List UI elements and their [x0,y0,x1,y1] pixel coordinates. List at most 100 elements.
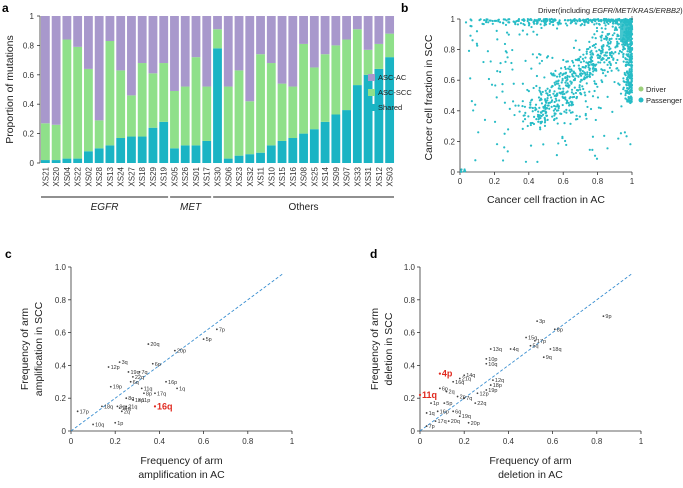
passenger-point [623,131,626,134]
passenger-point [542,20,546,23]
passenger-point [539,53,542,56]
passenger-point [581,69,584,73]
arm-point-20p [173,349,176,352]
passenger-point [545,56,549,59]
x-tick-label: 0.6 [547,437,559,446]
arm-label-16q: 16q [455,380,464,386]
passenger-point [545,107,549,110]
passenger-point [553,74,556,77]
passenger-point [594,37,597,40]
passenger-point [561,103,564,107]
passenger-point [551,56,554,59]
bar-ascscc-XS10 [266,63,276,146]
bar-ascscc-XS19 [159,63,169,122]
x-tick-label: XS05 [170,166,179,186]
x-axis-title: Frequency of arm [489,455,572,467]
passenger-point [486,18,489,21]
arm-label-8p: 8p [146,391,152,397]
passenger-point [557,142,560,145]
passenger-point [489,60,492,63]
passenger-point [624,43,627,46]
passenger-point [619,92,623,95]
x-tick-label: XS23 [235,166,244,186]
arm-label-2q: 2q [449,390,455,396]
passenger-point [555,80,558,83]
passenger-point [605,51,609,54]
passenger-point [586,105,589,109]
passenger-point [629,43,632,46]
x-tick-label: XS18 [138,166,147,186]
passenger-point [483,19,486,22]
bar-shared-XS04 [62,158,72,163]
arm-label-19q: 19q [130,370,139,376]
passenger-point [589,61,592,64]
passenger-point [493,19,497,22]
passenger-point [579,55,582,58]
passenger-point [506,56,509,59]
passenger-point [599,52,602,55]
arm-label-3q: 3q [122,360,128,366]
passenger-point [588,90,591,93]
arm-point-1q [176,387,178,390]
passenger-point [568,109,571,112]
passenger-point [622,53,625,56]
passenger-point [622,55,625,59]
bar-ascscc-XS20 [51,124,61,161]
passenger-point [541,113,545,116]
y-axis-title: Frequency of arm [369,308,381,391]
passenger-point [623,71,626,75]
bar-ascac-XS19 [159,16,169,64]
passenger-point [563,18,567,22]
passenger-point [490,83,494,86]
passenger-point [569,122,572,125]
passenger-point [532,86,535,90]
arm-label-21q: 21q [128,404,137,410]
passenger-point [562,58,565,62]
passenger-point [486,50,489,53]
passenger-point [504,60,507,63]
passenger-point [606,70,609,73]
passenger-point [606,36,609,39]
passenger-point [502,21,505,24]
legend-label-asc-scc: ASC-SCC [378,88,412,97]
bar-shared-XS31 [363,74,373,163]
passenger-point [585,48,589,51]
passenger-point [600,27,603,30]
passenger-point [538,99,541,102]
arm-point-7p [215,328,218,331]
y-tick-label: 0.2 [444,137,456,146]
passenger-point [539,126,542,129]
arm-label-20q: 20q [150,342,159,348]
passenger-point [611,34,614,37]
passenger-point [470,100,473,103]
x-tick-label: XS20 [52,166,61,186]
passenger-point [619,132,623,135]
passenger-point [620,51,623,54]
passenger-point [612,18,615,21]
passenger-point [627,82,630,85]
passenger-point [482,60,485,64]
passenger-point [591,59,594,63]
passenger-point [527,115,530,118]
passenger-point [579,80,582,83]
passenger-point [612,52,615,55]
passenger-point [521,100,524,103]
passenger-point [601,80,604,84]
bar-shared-XS20 [51,160,61,163]
passenger-point [600,39,603,42]
arm-point-16q [452,380,455,383]
arm-point-18p [489,384,492,386]
passenger-point [488,19,491,22]
bar-shared-XS14 [320,121,330,163]
x-tick-label: XS02 [84,166,93,186]
passenger-point [629,75,632,79]
passenger-point [561,95,564,98]
arm-label-7q: 7q [466,396,472,402]
passenger-point [585,52,588,55]
bar-shared-XS15 [277,140,287,163]
passenger-point [527,90,530,93]
passenger-point [537,120,540,123]
passenger-point [566,76,569,79]
passenger-point [593,89,596,93]
passenger-point [474,103,477,106]
